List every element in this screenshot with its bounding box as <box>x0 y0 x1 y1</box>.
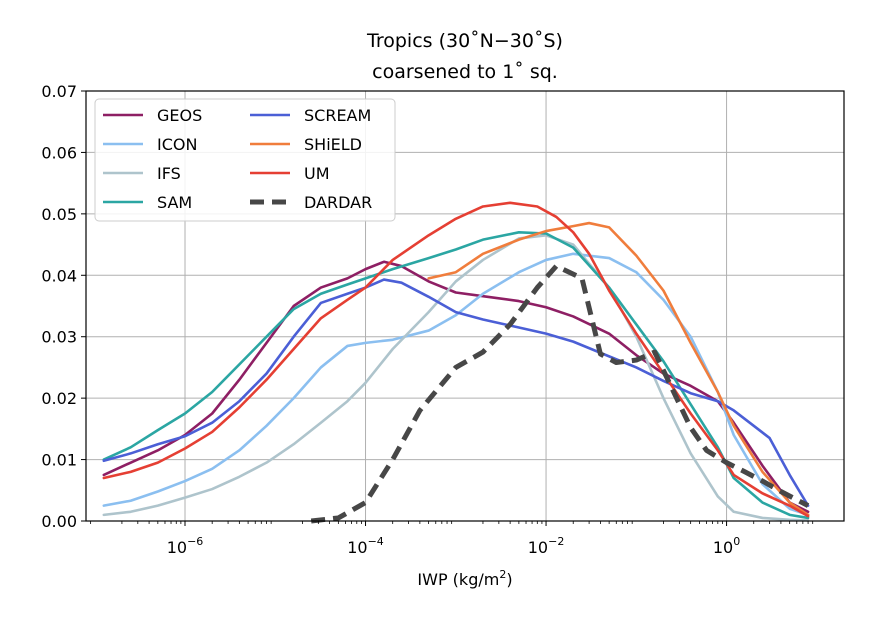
chart-title: Tropics (30˚N−30˚S) <box>366 30 563 52</box>
x-tick-label: 100 <box>713 535 740 557</box>
legend-label-scream: SCREAM <box>304 106 371 125</box>
series-line-shield <box>427 221 810 517</box>
chart-subtitle: coarsened to 1˚ sq. <box>372 61 558 83</box>
legend-label-icon: ICON <box>157 135 197 154</box>
x-tick-label-base: 10 <box>347 538 367 557</box>
x-tick-label-exponent: 0 <box>733 535 740 548</box>
x-axis-title-end: ) <box>506 570 512 589</box>
legend-label-um: UM <box>304 164 330 183</box>
y-tick-label: 0.03 <box>41 328 77 347</box>
x-tick-label-exponent: −4 <box>368 535 384 548</box>
x-tick-label: 10−6 <box>167 535 204 557</box>
y-tick-label: 0.00 <box>41 512 77 531</box>
x-tick-label-exponent: −2 <box>548 535 564 548</box>
x-tick-label-base: 10 <box>167 538 187 557</box>
y-tick-label: 0.05 <box>41 205 77 224</box>
legend-label-geos: GEOS <box>157 106 202 125</box>
legend: GEOS ICON IFS SAM SCREAM SHiELD UM DARDAR <box>94 98 396 222</box>
series-line-sam <box>102 230 810 520</box>
x-tick-label-base: 10 <box>713 538 733 557</box>
y-tick-label: 0.04 <box>41 266 77 285</box>
x-tick-label-exponent: −6 <box>187 535 203 548</box>
series-line-ifs <box>102 234 810 522</box>
y-tick-label: 0.02 <box>41 389 77 408</box>
legend-label-sam: SAM <box>157 193 192 212</box>
x-tick-label-base: 10 <box>528 538 548 557</box>
x-tick-label: 10−4 <box>347 535 384 557</box>
legend-label-ifs: IFS <box>157 164 181 183</box>
series-line-geos <box>102 260 810 514</box>
legend-box <box>94 98 396 222</box>
x-axis-title: IWP (kg/m2) <box>417 568 512 589</box>
legend-label-shield: SHiELD <box>304 135 362 154</box>
y-tick-label: 0.01 <box>41 451 77 470</box>
series-line-um <box>102 201 810 518</box>
plot-area-frame <box>85 90 845 522</box>
x-tick-label: 10−2 <box>528 535 565 557</box>
x-axis-title-superscript: 2 <box>499 568 506 581</box>
legend-label-dardar: DARDAR <box>304 193 372 212</box>
series-line-dardar <box>310 263 810 524</box>
y-tick-label: 0.07 <box>41 82 77 101</box>
x-axis-title-main: IWP (kg/m <box>417 570 499 589</box>
series-lines <box>102 201 810 524</box>
y-tick-label: 0.06 <box>41 143 77 162</box>
